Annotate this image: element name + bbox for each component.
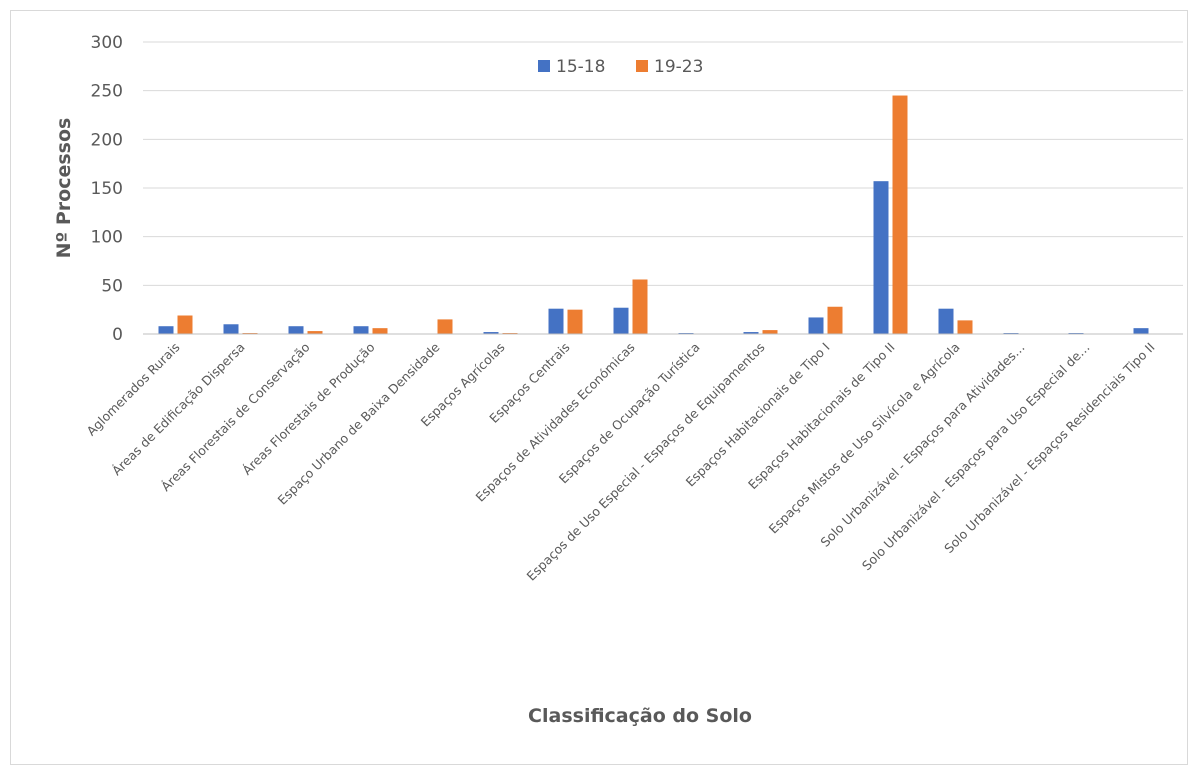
bar-15-18-12 [938, 308, 954, 334]
bar-15-18-0 [158, 326, 174, 334]
y-tick-label: 0 [112, 325, 123, 345]
bar-19-23-9 [762, 330, 778, 334]
bar-19-23-2 [307, 331, 323, 334]
legend-swatch [538, 60, 550, 72]
bar-15-18-5 [483, 332, 499, 334]
y-tick-label: 50 [101, 276, 123, 296]
bar-19-23-0 [177, 315, 193, 334]
bar-15-18-9 [743, 332, 759, 334]
bar-19-23-12 [957, 320, 973, 334]
bar-19-23-11 [892, 95, 908, 335]
legend-label: 19-23 [654, 57, 703, 77]
bars [158, 95, 1149, 335]
x-category-label: Espaços de Uso Especial - Espaços de Equ… [524, 340, 768, 584]
bar-19-23-7 [632, 279, 648, 334]
y-tick-label: 150 [91, 179, 123, 199]
bar-15-18-1 [223, 324, 239, 334]
x-axis-title: Classificação do Solo [528, 705, 752, 727]
gridlines [143, 41, 1183, 286]
y-axis-ticks: 0 50 100 150 200 250 300 [91, 33, 123, 345]
bar-15-18-2 [288, 326, 304, 334]
bar-15-18-10 [808, 317, 824, 334]
bar-19-23-4 [437, 319, 453, 334]
bar-19-23-3 [372, 328, 388, 334]
y-tick-label: 250 [91, 82, 123, 102]
bar-15-18-3 [353, 326, 369, 334]
y-axis-title: Nº Processos [53, 118, 75, 259]
legend-swatch [636, 60, 648, 72]
y-tick-label: 300 [91, 33, 123, 53]
bar-15-18-11 [873, 181, 889, 334]
legend: 15-18 19-23 [538, 57, 703, 77]
bar-19-23-10 [827, 306, 843, 334]
bar-15-18-7 [613, 307, 629, 334]
y-tick-label: 100 [91, 228, 123, 248]
x-category-label: Solo Urbanizável - Espaços para Uso Espe… [859, 340, 1093, 574]
x-category-label: Espaços de Ocupação Turística [556, 340, 703, 487]
chart-frame [10, 10, 1188, 765]
bar-15-18-6 [548, 308, 564, 334]
y-tick-label: 200 [91, 130, 123, 150]
x-category-label: Espaços Habitacionais de Tipo I [683, 340, 833, 490]
bar-15-18-15 [1133, 328, 1149, 334]
x-category-label: Áreas Florestais de Produção [239, 340, 377, 478]
legend-label: 15-18 [556, 57, 605, 77]
bar-19-23-6 [567, 309, 583, 334]
x-category-label: Áreas de Edificação Dispersa [109, 340, 248, 479]
